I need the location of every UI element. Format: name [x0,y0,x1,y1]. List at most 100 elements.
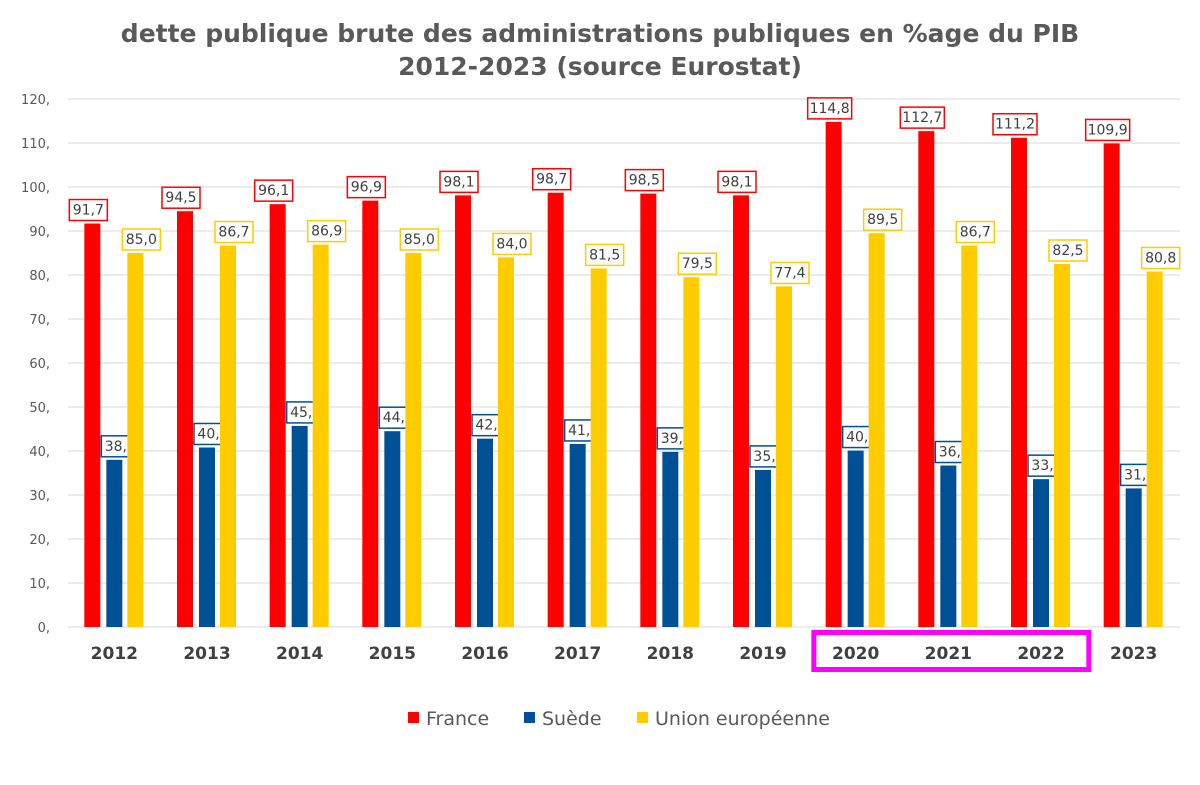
y-tick-label: 110, [21,137,50,152]
bar-france-2022 [1011,137,1027,627]
bar-union-européenne-2012 [127,253,144,627]
highlight-box [811,630,1092,672]
bar-france-2020 [825,121,842,627]
bar-union-européenne-2023 [1146,271,1163,627]
y-tick-label: 10, [29,577,50,592]
x-tick-label: 2016 [461,644,508,664]
x-tick-label: 2015 [369,644,416,664]
data-label-box [584,243,625,267]
data-label: 86,7 [218,225,249,241]
chart-title: dette publique brute des administrations… [121,19,1079,48]
y-tick-label: 80, [29,269,50,284]
data-label: 98,5 [629,173,660,189]
data-label: 109,9 [1088,122,1128,138]
y-axis: 0, 10, 20, 30, 40, 50, 60, 70, 80, 90, 100, 110, 120… [21,93,50,636]
bar-union-européenne-2021 [961,245,978,627]
data-label: 112,7 [902,110,942,126]
data-label-box [531,167,572,191]
data-label: 91,7 [73,203,104,219]
y-tick-label: 50, [29,401,50,416]
chart-subtitle: 2012-2023 (source Eurostat) [398,52,802,81]
data-label-box [992,112,1038,136]
data-label-box [214,220,254,244]
data-label-box [899,106,946,129]
bar-france-2014 [269,204,286,627]
bar-union-européenne-2018 [683,277,700,627]
bar-union-européenne-2022 [1054,264,1070,627]
data-label-box [1084,118,1131,142]
data-label: 85,0 [404,232,435,248]
bar-union-européenne-2020 [868,233,885,627]
bars: 91,738,085,094,540,886,796,145,786,996,9… [68,97,1181,628]
bar-union-européenne-2013 [220,245,236,627]
data-label-box [306,219,347,243]
bar-suède-2012 [106,459,123,627]
data-label: 84,0 [496,236,527,252]
data-label-box [624,168,665,192]
bar-union-européenne-2014 [312,244,329,627]
x-tick-label: 2019 [739,644,786,664]
data-label-box [677,252,718,275]
data-label-box [806,97,853,120]
data-label-box [955,220,996,244]
data-label-box [492,232,532,256]
bar-france-2016 [455,195,471,628]
bar-suède-2017 [569,443,586,627]
y-tick-label: 70, [29,313,50,328]
x-tick-label: 2017 [554,644,601,664]
y-tick-label: 0, [38,621,50,636]
y-tick-label: 90, [29,225,50,240]
legend-swatch [637,712,648,723]
y-tick-label: 100, [21,181,50,196]
data-label: 111,2 [995,117,1035,133]
data-label-box [770,261,810,285]
data-label: 80,8 [1145,250,1176,266]
data-label-box [161,186,201,209]
bar-suède-2013 [199,447,215,627]
legend-label: Union européenne [655,708,830,730]
data-label: 77,4 [774,265,805,281]
bar-suède-2022 [1033,479,1049,627]
data-label: 96,1 [258,183,289,199]
data-label: 94,5 [165,190,196,206]
bar-france-2019 [733,195,749,628]
data-label: 85,0 [126,232,157,248]
data-label-box [1140,246,1181,270]
bar-france-2017 [547,192,564,627]
y-tick-label: 120, [21,93,50,108]
bar-union-européenne-2019 [776,286,792,627]
y-tick-label: 20, [29,533,50,548]
y-tick-label: 30, [29,489,50,504]
bar-union-européenne-2017 [590,268,607,627]
bar-france-2021 [918,131,935,627]
bar-suède-2015 [384,431,401,627]
bar-suède-2016 [477,438,493,627]
bar-suède-2020 [847,450,864,627]
x-tick-label: 2018 [647,644,694,664]
x-tick-label: 2023 [1110,644,1157,664]
y-tick-label: 40, [29,445,50,460]
data-label-box [1048,239,1088,262]
x-axis: 2012 2013 2014 2015 2016 2017 2018 2019 2020 2021… [91,630,1157,672]
data-label: 98,1 [443,174,474,190]
x-tick-label: 2022 [1017,644,1064,664]
bar-suède-2021 [940,465,957,627]
data-label: 114,8 [810,101,850,117]
data-label-box [862,208,903,231]
legend: France Suède Union européenne [408,708,830,730]
x-tick-label: 2020 [832,644,879,664]
data-label: 98,7 [536,172,567,188]
data-label: 96,9 [351,180,382,196]
data-label-box [399,228,440,251]
data-label: 86,9 [311,224,342,240]
bar-union-européenne-2015 [405,253,422,627]
x-tick-label: 2013 [183,644,230,664]
data-label: 89,5 [867,212,898,228]
data-label: 82,5 [1052,243,1083,259]
bar-suède-2023 [1125,488,1142,627]
bar-union-européenne-2016 [498,257,514,627]
bar-france-2013 [177,211,193,627]
legend-swatch [408,712,419,723]
data-label: 98,1 [721,174,752,190]
